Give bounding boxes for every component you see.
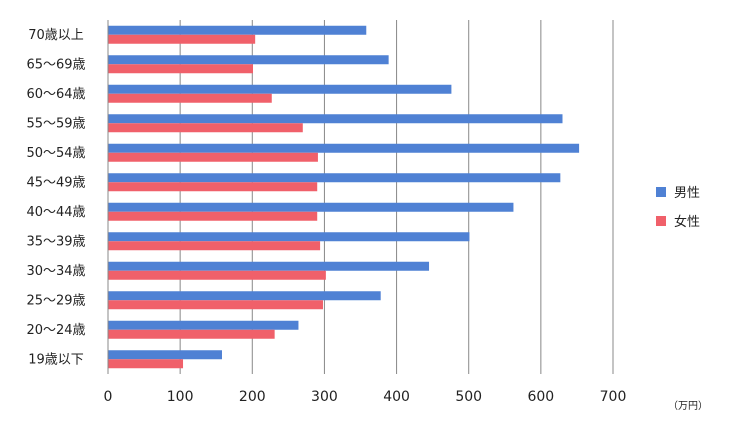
- bar-male: [108, 143, 580, 153]
- legend-swatch: [656, 216, 666, 226]
- bar-male: [108, 55, 389, 65]
- x-tick-label: 100: [167, 389, 194, 405]
- bar-male: [108, 261, 430, 271]
- category-labels: 70歳以上 65〜69歳 60〜64歳 55〜59歳 50〜54歳 45〜49歳 40〜44…: [26, 28, 85, 368]
- legend-label: 女性: [674, 214, 700, 230]
- x-tick-label: 0: [104, 389, 113, 405]
- category-label: 35〜39歳: [26, 234, 85, 249]
- category-label: 50〜54歳: [26, 146, 85, 161]
- bar-female: [108, 211, 318, 221]
- bar-female: [108, 359, 184, 369]
- bar-female: [108, 329, 275, 339]
- x-tick-label: 600: [527, 389, 554, 405]
- category-label: 60〜64歳: [26, 87, 85, 102]
- x-tick-label: 200: [239, 389, 266, 405]
- x-tick-labels: 0 100 200 300 400 500 600 700: [104, 389, 627, 405]
- bar-male: [108, 202, 514, 212]
- category-label: 25〜29歳: [26, 293, 85, 308]
- x-tick-label: 300: [311, 389, 338, 405]
- bar-female: [108, 241, 321, 251]
- bar-male: [108, 232, 470, 242]
- category-label: 70歳以上: [28, 28, 84, 43]
- category-label: 40〜44歳: [26, 205, 85, 220]
- bar-female: [108, 300, 323, 310]
- bar-male: [108, 350, 222, 360]
- legend-label: 男性: [674, 186, 700, 201]
- bar-male: [108, 291, 381, 301]
- bar-female: [108, 64, 254, 74]
- x-tick-label: 700: [600, 389, 627, 405]
- category-label: 30〜34歳: [26, 264, 85, 279]
- bars: [108, 25, 580, 369]
- unit-label: （万円）: [668, 400, 708, 412]
- bar-male: [108, 114, 563, 124]
- x-tick-label: 400: [383, 389, 410, 405]
- bar-male: [108, 25, 367, 35]
- bar-female: [108, 93, 272, 103]
- legend-swatch: [656, 187, 666, 197]
- bar-female: [108, 34, 256, 44]
- bar-male: [108, 173, 561, 183]
- category-label: 55〜59歳: [26, 116, 85, 131]
- bar-male: [108, 320, 299, 330]
- bar-female: [108, 123, 303, 133]
- gridlines: [179, 20, 614, 374]
- bar-female: [108, 270, 326, 280]
- x-tick-label: 500: [455, 389, 482, 405]
- bar-female: [108, 152, 318, 162]
- category-label: 45〜49歳: [26, 175, 85, 190]
- bar-female: [108, 182, 318, 192]
- bar-male: [108, 84, 452, 94]
- category-label: 19歳以下: [28, 352, 84, 367]
- category-label: 65〜69歳: [26, 57, 85, 72]
- category-label: 20〜24歳: [26, 323, 85, 338]
